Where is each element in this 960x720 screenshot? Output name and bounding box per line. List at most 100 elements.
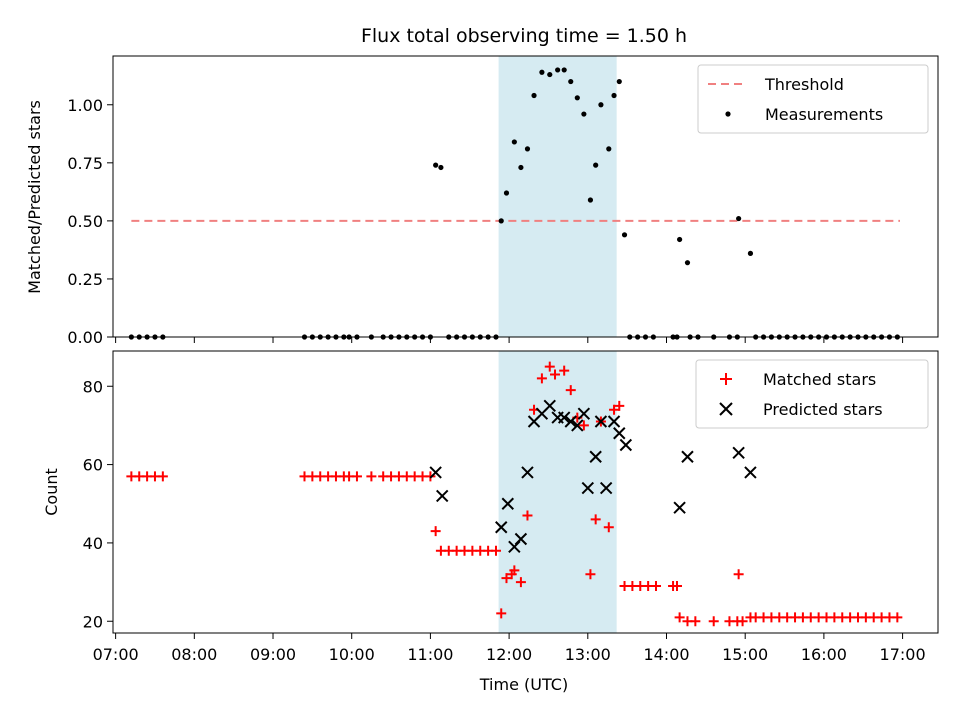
- matched-point: [366, 471, 377, 482]
- matched-point: [157, 471, 168, 482]
- predicted-points: [429, 399, 757, 554]
- measurement-point: [598, 102, 604, 108]
- measurement-point: [593, 162, 599, 168]
- predicted-point: [501, 497, 515, 510]
- measurement-point: [606, 146, 612, 152]
- measurement-point: [547, 71, 553, 78]
- x-tick-label: 12:00: [486, 645, 532, 664]
- measurement-point: [561, 67, 567, 73]
- predicted-point: [619, 438, 633, 452]
- measurement-point: [581, 111, 587, 117]
- measurement-point: [539, 69, 545, 75]
- chart-title: Flux total observing time = 1.50 h: [361, 25, 687, 47]
- predicted-point: [589, 450, 602, 463]
- measurement-point: [438, 164, 444, 171]
- predicted-point: [673, 501, 686, 514]
- predicted-point: [681, 450, 694, 463]
- matched-point: [603, 522, 614, 533]
- legend-matched-label: Matched stars: [763, 370, 876, 389]
- measurement-point: [503, 190, 510, 196]
- bottom-y-ticks: 20 40 60 80: [83, 377, 113, 631]
- y-tick-label: 60: [83, 456, 103, 475]
- predicted-point: [599, 481, 613, 495]
- predicted-point: [514, 532, 528, 546]
- predicted-point: [744, 466, 757, 479]
- matched-point: [550, 369, 561, 380]
- bottom-panel: 20 40 60 80 07:00 08:00 09:00 10:00 11:00 12:00 1…: [42, 350, 939, 694]
- matched-points: [126, 361, 903, 627]
- matched-point: [609, 404, 620, 415]
- x-tick-label: 09:00: [250, 645, 296, 664]
- measurement-point: [555, 67, 561, 73]
- legend-measurement-swatch: [725, 111, 731, 117]
- predicted-point: [564, 415, 577, 428]
- predicted-point: [429, 466, 442, 479]
- measurement-point: [677, 236, 683, 243]
- matched-point: [501, 573, 512, 584]
- matched-point: [674, 612, 685, 623]
- bottom-plot-frame: [112, 350, 939, 634]
- measurement-point: [511, 139, 517, 145]
- matched-point: [690, 616, 701, 627]
- predicted-point: [543, 399, 556, 413]
- matched-point: [651, 581, 662, 591]
- measurement-point: [433, 162, 439, 168]
- top-legend-box: [697, 64, 929, 134]
- measurement-point: [498, 218, 504, 224]
- y-tick-label: 0.25: [67, 270, 103, 289]
- top-x-ticks: [115, 337, 904, 343]
- measurement-point: [574, 95, 580, 101]
- bottom-x-ticks: 07:00 08:00 09:00 10:00 11:00 12:00 13:00 14:00…: [93, 633, 926, 664]
- bottom-legend: Matched stars Predicted stars: [695, 359, 929, 429]
- matched-point: [490, 545, 501, 556]
- bottom-highlight-span: [498, 351, 617, 633]
- x-tick-label: 08:00: [171, 645, 217, 664]
- top-ylabel: Matched/Predicted stars: [25, 100, 44, 294]
- y-tick-label: 20: [83, 612, 103, 631]
- top-highlight-span: [498, 56, 617, 337]
- measurement-point: [568, 78, 574, 85]
- measurement-point: [524, 146, 531, 152]
- matched-point: [430, 526, 441, 537]
- y-tick-label: 40: [83, 534, 103, 553]
- matched-point: [671, 581, 682, 591]
- matched-point: [585, 569, 596, 580]
- predicted-point: [557, 411, 571, 424]
- top-y-ticks: 0.00 0.25 0.50 0.75 1.00: [67, 96, 113, 347]
- matched-point: [544, 361, 555, 372]
- matched-point: [614, 400, 625, 411]
- matched-point: [536, 373, 547, 384]
- x-tick-label: 13:00: [565, 645, 611, 664]
- predicted-point: [577, 407, 591, 420]
- predicted-point: [521, 466, 534, 479]
- measurement-point: [587, 197, 594, 203]
- legend-predicted-swatch: [719, 402, 733, 416]
- matched-point: [496, 608, 507, 619]
- matched-point: [522, 510, 533, 521]
- x-tick-label: 16:00: [801, 645, 847, 664]
- x-tick-label: 15:00: [722, 645, 768, 664]
- matched-point: [565, 385, 576, 396]
- x-tick-label: 11:00: [407, 645, 453, 664]
- matched-point: [559, 365, 570, 376]
- matched-point: [708, 616, 719, 627]
- measurement-point: [611, 92, 617, 99]
- bottom-ylabel: Count: [42, 468, 61, 516]
- bottom-legend-box: [695, 359, 929, 429]
- predicted-point: [607, 415, 621, 428]
- matched-point: [351, 471, 362, 482]
- predicted-point: [436, 489, 449, 503]
- y-tick-label: 1.00: [67, 96, 103, 115]
- matched-point: [509, 565, 520, 576]
- predicted-point: [594, 415, 608, 428]
- top-panel: 0.00 0.25 0.50 0.75 1.00 Matched/Predicted s…: [25, 55, 939, 347]
- measurement-point: [684, 260, 691, 266]
- measurement-point: [616, 78, 622, 85]
- predicted-point: [581, 481, 595, 495]
- y-tick-label: 80: [83, 377, 103, 396]
- predicted-point: [613, 427, 626, 440]
- y-tick-label: 0.75: [67, 154, 103, 173]
- measurement-point: [621, 232, 628, 238]
- top-plot-frame: [112, 55, 939, 338]
